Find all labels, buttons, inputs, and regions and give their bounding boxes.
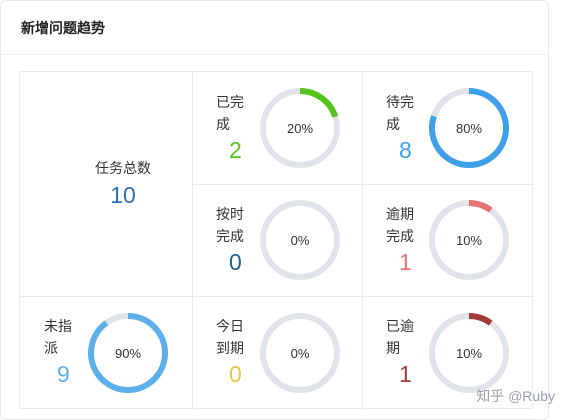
stat-cell-pending: 待完 成 8 80% [362, 72, 534, 184]
stats-grid: 任务总数 10 已完 成 2 20% 待完 成 8 80% 按时 完成 0 [19, 71, 534, 410]
stat-label: 已逾 期 [386, 318, 414, 356]
divider [192, 184, 534, 185]
percent-label: 0% [290, 345, 310, 361]
stat-value: 0 [229, 249, 242, 275]
stat-label: 待完 成 [386, 94, 414, 132]
progress-ring: 90% [85, 310, 171, 396]
ring-chart [88, 313, 168, 393]
stat-label: 今日 到期 [216, 318, 244, 356]
stat-value: 1 [399, 361, 412, 387]
stat-cell-due-today: 今日 到期 0 0% [192, 296, 362, 410]
ring-progress-arc [88, 313, 168, 393]
trend-panel: 新增问题趋势 任务总数 10 已完 成 2 20% 待完 成 8 80% [0, 0, 549, 420]
stat-label: 已完 成 [216, 94, 244, 132]
percent-label: 20% [286, 120, 314, 136]
panel-title: 新增问题趋势 [21, 20, 105, 36]
total-tasks-value: 10 [110, 182, 136, 208]
stat-value: 2 [229, 137, 242, 163]
stat-cell-on-time: 按时 完成 0 0% [192, 184, 362, 296]
stat-label: 按时 完成 [216, 206, 244, 244]
percent-label: 10% [455, 345, 483, 361]
ring-chart [429, 200, 509, 280]
stat-cell-completed: 已完 成 2 20% [192, 72, 362, 184]
stat-label: 未指 派 [44, 318, 72, 356]
stat-value: 9 [57, 361, 70, 387]
total-tasks-cell: 任务总数 10 [20, 72, 192, 296]
progress-ring: 80% [426, 85, 512, 171]
ring-progress-arc [429, 88, 509, 168]
divider [362, 72, 363, 410]
stat-cell-overdue: 已逾 期 1 10% [362, 296, 534, 410]
ring-chart [429, 88, 509, 168]
stat-cell-unassigned: 未指 派 9 90% [20, 296, 192, 410]
divider [20, 296, 534, 297]
stat-value: 8 [399, 137, 412, 163]
ring-progress-arc [429, 200, 509, 280]
ring-progress-arc [260, 88, 340, 168]
ring-track [260, 313, 340, 393]
progress-ring: 10% [426, 197, 512, 283]
progress-ring: 0% [257, 310, 343, 396]
progress-ring: 10% [426, 310, 512, 396]
watermark: 知乎 @Ruby [476, 388, 555, 404]
stat-value: 0 [229, 361, 242, 387]
ring-track [260, 200, 340, 280]
percent-label: 10% [455, 232, 483, 248]
total-tasks-label: 任务总数 [95, 160, 151, 176]
ring-chart [260, 313, 340, 393]
ring-chart [429, 313, 509, 393]
stat-label: 逾期 完成 [386, 206, 414, 244]
progress-ring: 0% [257, 197, 343, 283]
stat-value: 1 [399, 249, 412, 275]
panel-header: 新增问题趋势 [1, 1, 548, 55]
percent-label: 80% [455, 120, 483, 136]
stat-cell-overdue-done: 逾期 完成 1 10% [362, 184, 534, 296]
divider [192, 72, 193, 410]
percent-label: 90% [114, 345, 142, 361]
ring-chart [260, 88, 340, 168]
percent-label: 0% [290, 232, 310, 248]
progress-ring: 20% [257, 85, 343, 171]
ring-progress-arc [429, 313, 509, 393]
ring-chart [260, 200, 340, 280]
